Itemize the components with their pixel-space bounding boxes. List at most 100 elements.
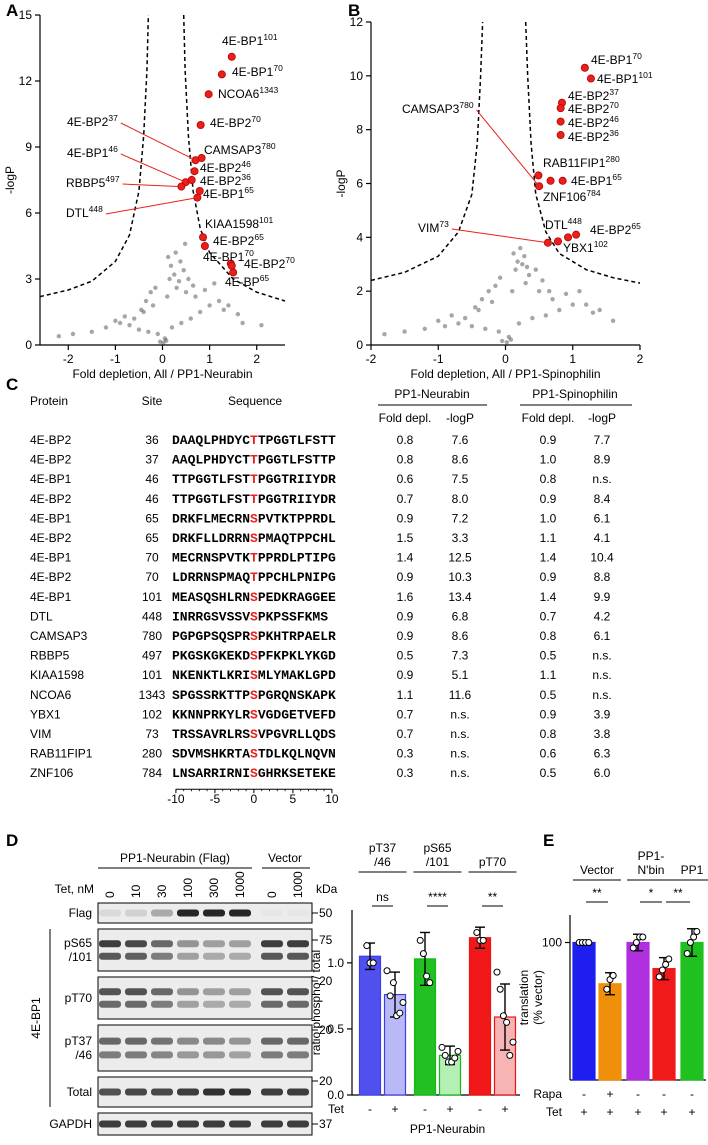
point <box>506 334 512 340</box>
blot-band <box>177 940 199 948</box>
value-cell: 7.5 <box>452 472 469 486</box>
row-sign: + <box>501 1102 508 1116</box>
point <box>165 294 170 299</box>
point <box>543 313 549 318</box>
point-label: CAMSAP3780 <box>204 141 276 157</box>
value-cell: 1.0 <box>540 511 557 525</box>
point <box>174 285 179 290</box>
significance-label: * <box>649 886 654 900</box>
protein-name: 4E-BP2 <box>213 234 255 248</box>
blot-band <box>287 952 309 960</box>
blot-band <box>203 1088 225 1096</box>
value-cell: 1.5 <box>397 531 414 545</box>
blot-band <box>287 988 309 996</box>
point <box>522 253 527 259</box>
point <box>207 303 212 308</box>
point <box>489 299 495 305</box>
group-label: PP1- <box>638 849 665 863</box>
point-label: 4E-BP165 <box>571 172 622 188</box>
point <box>173 250 178 255</box>
value-cell: 0.8 <box>540 472 557 486</box>
blot-band <box>261 1037 283 1045</box>
y-tick-label: 6 <box>356 177 363 191</box>
site-cell: 1343 <box>139 688 166 702</box>
blot-band <box>151 1120 173 1128</box>
y-tick-label: 100 <box>542 936 562 950</box>
point <box>547 288 552 294</box>
point-label: 4E-BP65 <box>225 273 269 289</box>
site-number: 101 <box>638 70 652 80</box>
y-tick-label: 10 <box>350 69 364 83</box>
point <box>486 288 491 294</box>
significance-label: **** <box>428 890 447 904</box>
replicate-point <box>585 939 593 946</box>
point <box>197 309 203 315</box>
blot-band <box>125 1088 147 1096</box>
point-label: KIAA1598101 <box>205 215 274 231</box>
protein-name: 4E-BP1 <box>203 187 245 201</box>
point-label: DTL448 <box>66 204 103 220</box>
row-sign: - <box>478 1102 482 1116</box>
value-cell: 0.3 <box>397 747 414 761</box>
blot-band <box>99 1037 121 1045</box>
site-cell: 46 <box>145 492 159 506</box>
point <box>190 283 196 288</box>
point <box>523 280 528 286</box>
protein-name: CAMSAP3 <box>402 102 460 116</box>
site-cell: 65 <box>145 511 159 525</box>
point <box>117 320 123 326</box>
blot-band <box>151 909 173 917</box>
protein-name: 4E-BP2 <box>568 116 610 130</box>
protein-name: 4E-BP1 <box>203 250 245 264</box>
value-cell: 0.6 <box>540 747 557 761</box>
blot-band <box>177 909 199 917</box>
protein-name: RBBP5 <box>66 176 106 190</box>
value-cell: 8.4 <box>594 492 611 506</box>
replicate-point <box>632 939 640 946</box>
site-cell: 280 <box>142 747 162 761</box>
point <box>590 310 596 315</box>
lane-label: 300 <box>207 878 221 898</box>
point-label: 4E-BP270 <box>568 100 619 116</box>
point <box>422 326 427 332</box>
blot-header: PP1-Neurabin (Flag) <box>120 851 230 865</box>
x-tick-label: -2 <box>366 352 377 366</box>
blot-band <box>99 1051 121 1059</box>
protein-cell: DTL <box>30 609 53 623</box>
point <box>188 316 193 321</box>
site-number: 448 <box>568 216 582 226</box>
point <box>524 264 530 270</box>
protein-name: 4E-BP1 <box>571 174 613 188</box>
row-sign: - <box>582 1087 586 1101</box>
lane-label: 100 <box>181 878 195 898</box>
point-label: 4E-BP246 <box>200 159 251 175</box>
point <box>136 327 142 332</box>
blot-band <box>229 1037 251 1045</box>
row-sign: + <box>391 1102 398 1116</box>
point <box>496 329 501 334</box>
point <box>150 303 156 308</box>
hit-point <box>199 233 208 242</box>
site-number: 1343 <box>259 85 278 95</box>
value-cell: 0.8 <box>540 727 557 741</box>
y-axis-label: translation <box>517 970 531 1025</box>
site-number: 65 <box>254 232 264 242</box>
protein-name: DTL <box>545 218 568 232</box>
hit-point <box>564 233 573 242</box>
panel-letter: C <box>6 375 18 394</box>
replicate-point <box>499 1012 507 1020</box>
point <box>221 307 226 312</box>
point <box>148 290 153 295</box>
point-label: ZNF106784 <box>543 188 601 204</box>
protein-name: 4E-BP1 <box>232 65 274 79</box>
blot-band <box>287 910 309 917</box>
point <box>530 315 535 321</box>
sequence-tick-label: 10 <box>325 792 339 806</box>
blot-band <box>151 952 173 960</box>
table-header: Protein <box>30 394 68 408</box>
blot-band <box>203 1000 225 1008</box>
y-tick-label: 15 <box>19 8 33 22</box>
blot-row-label: Total <box>67 1085 92 1099</box>
value-cell: 0.9 <box>540 570 557 584</box>
tet-label: Tet, nM <box>55 882 94 896</box>
